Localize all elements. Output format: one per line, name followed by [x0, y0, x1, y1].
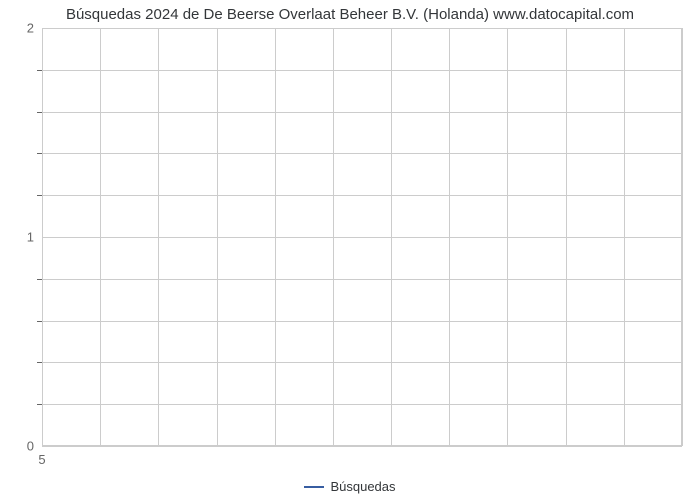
gridline-h: [42, 321, 682, 322]
gridline-v: [42, 28, 43, 446]
gridline-h: [42, 446, 682, 447]
gridline-v: [158, 28, 159, 446]
x-axis-tick-label: 5: [38, 452, 45, 467]
plot-area: 0125: [42, 28, 682, 446]
gridline-v: [275, 28, 276, 446]
gridline-v: [682, 28, 683, 446]
gridline-v: [507, 28, 508, 446]
y-axis-tick-label: 1: [27, 230, 34, 245]
y-axis-minor-tick: [37, 195, 42, 196]
y-axis-minor-tick: [37, 112, 42, 113]
y-axis-tick-label: 0: [27, 439, 34, 454]
gridline-v: [217, 28, 218, 446]
y-axis-minor-tick: [37, 70, 42, 71]
gridline-v: [100, 28, 101, 446]
gridline-v: [566, 28, 567, 446]
gridline-v: [333, 28, 334, 446]
y-axis-tick-label: 2: [27, 21, 34, 36]
y-axis-minor-tick: [37, 153, 42, 154]
gridline-h: [42, 112, 682, 113]
gridline-h: [42, 362, 682, 363]
y-axis-minor-tick: [37, 279, 42, 280]
legend-label: Búsquedas: [330, 479, 395, 494]
y-axis-minor-tick: [37, 404, 42, 405]
gridline-h: [42, 237, 682, 238]
gridline-h: [42, 404, 682, 405]
legend: Búsquedas: [0, 478, 700, 494]
chart-title: Búsquedas 2024 de De Beerse Overlaat Beh…: [0, 6, 700, 23]
legend-swatch: [304, 486, 324, 488]
gridline-v: [391, 28, 392, 446]
y-axis-minor-tick: [37, 362, 42, 363]
gridline-h: [42, 70, 682, 71]
gridline-h: [42, 279, 682, 280]
gridline-h: [42, 195, 682, 196]
gridline-h: [42, 153, 682, 154]
gridline-v: [624, 28, 625, 446]
chart-container: Búsquedas 2024 de De Beerse Overlaat Beh…: [0, 0, 700, 500]
y-axis-minor-tick: [37, 321, 42, 322]
gridline-v: [449, 28, 450, 446]
gridline-h: [42, 28, 682, 29]
